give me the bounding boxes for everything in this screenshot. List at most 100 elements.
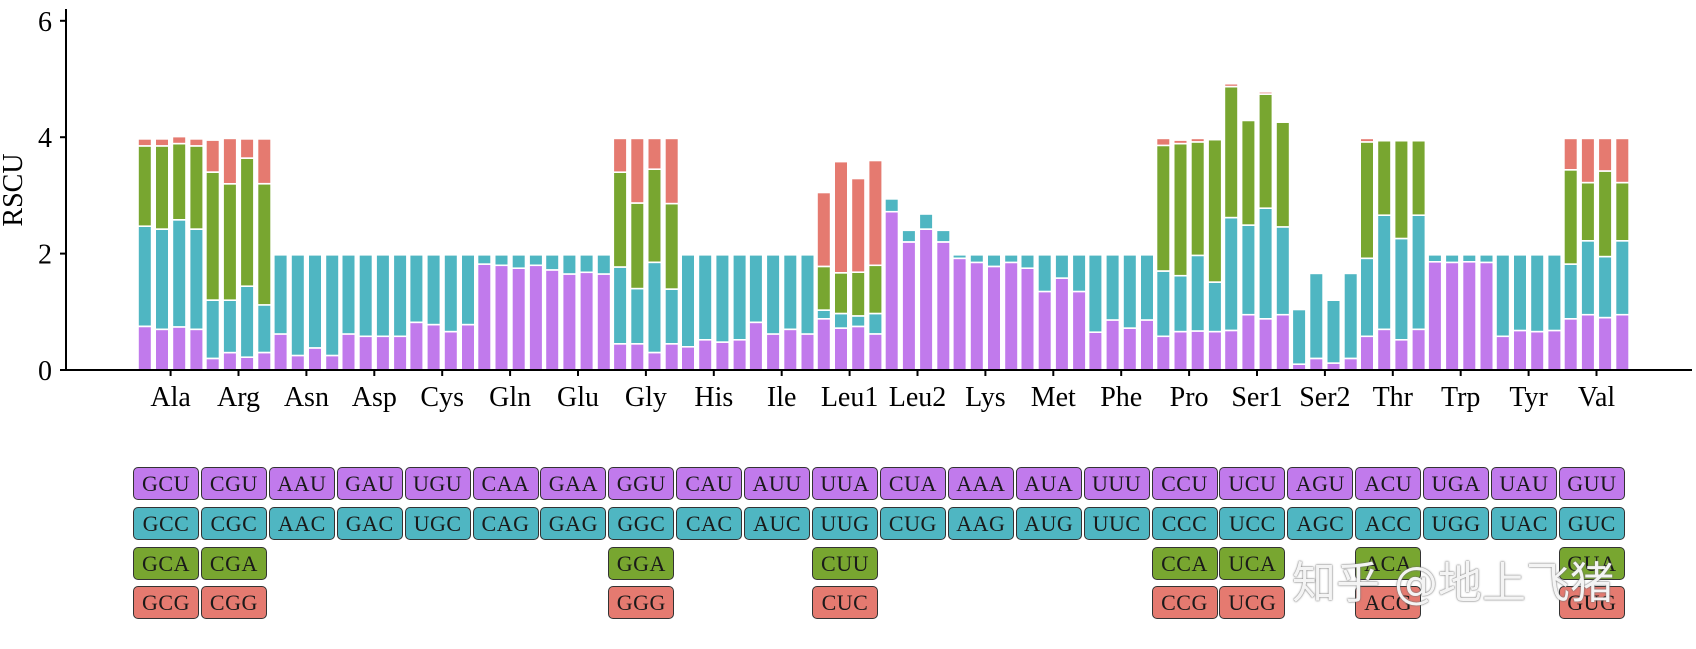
codon-box-cau: CAU [676, 467, 743, 500]
codon-box-caa: CAA [472, 467, 539, 500]
bar-segment-val-1-4 [1563, 137, 1579, 171]
bar-segment-met-1-2 [1019, 254, 1036, 270]
bar-segment-gln-4-2 [528, 254, 544, 267]
bar-segment-ala-1-4 [137, 138, 153, 147]
bar-segment-thr-1-1 [1359, 335, 1375, 371]
codon-box-cgg: CGG [200, 586, 267, 619]
x-tick-label-ser2: Ser2 [1299, 382, 1350, 413]
codon-box-acc: ACC [1355, 507, 1422, 540]
bar-segment-ser1-2-1 [1240, 313, 1256, 371]
bar-segment-met-4-1 [1071, 290, 1087, 371]
bar-segment-pro-4-4 [1207, 137, 1223, 141]
codon-box-cag: CAG [472, 507, 539, 540]
codon-box-cua: CUA [879, 467, 946, 500]
bar-segment-pro-2-4 [1172, 139, 1189, 145]
bar-segment-trp-3-1 [1461, 260, 1477, 371]
bar-segment-ala-2-4 [154, 138, 170, 147]
bar-segment-lys-3-1 [986, 265, 1002, 371]
bar-segment-gly-4-2 [664, 288, 680, 345]
bar-segment-ala-4-3 [188, 145, 205, 230]
bar-segment-ala-2-2 [154, 228, 170, 331]
y-tick-label: 0 [38, 356, 52, 387]
bar-segment-gly-2-3 [629, 202, 645, 290]
bar-segment-leu1-4-2 [867, 312, 883, 335]
bar-segment-pro-4-1 [1207, 330, 1223, 371]
x-tick-label-tyr: Tyr [1509, 382, 1548, 413]
bar-segment-tyr-3-2 [1529, 254, 1545, 333]
bar-segment-met-2-2 [1037, 254, 1053, 293]
codon-box-gag: GAG [540, 507, 607, 540]
bar-segment-met-3-2 [1054, 254, 1070, 279]
bar-segment-ser1-3-2 [1258, 207, 1274, 320]
codon-box-gca: GCA [133, 547, 199, 580]
x-tick-label-leu1: Leu1 [821, 382, 879, 413]
bar-segment-arg-3-2 [239, 285, 255, 359]
codon-box-aua: AUA [1015, 467, 1082, 500]
bar-segment-glu-1-1 [544, 269, 560, 371]
x-tick-label-pro: Pro [1170, 382, 1209, 413]
bar-segment-trp-4-2 [1478, 254, 1495, 264]
bar-segment-gly-2-4 [629, 137, 645, 204]
bar-segment-phe-4-2 [1139, 254, 1155, 321]
bar-segment-ser2-3-2 [1325, 299, 1342, 364]
bar-segment-val-3-2 [1597, 255, 1613, 319]
y-ticks: 0 2 4 6 [38, 7, 66, 387]
bar-segment-asp-2-2 [358, 254, 374, 338]
bar-segment-trp-2-2 [1444, 254, 1460, 264]
bar-segment-ser1-4-1 [1275, 313, 1291, 371]
bar-segment-lys-1-1 [951, 257, 968, 371]
codon-box-agu: AGU [1287, 467, 1354, 500]
bar-segment-leu1-3-1 [850, 325, 866, 371]
bar-segment-thr-1-3 [1359, 141, 1375, 260]
bar-segment-ile-1-1 [748, 321, 764, 371]
bar-segment-ser1-1-2 [1223, 216, 1239, 332]
bar-segment-tyr-1-1 [1495, 335, 1511, 371]
codon-box-gac: GAC [336, 507, 403, 540]
bar-segment-gln-1-2 [476, 254, 492, 265]
bar-segment-asn-4-2 [324, 254, 340, 357]
bar-segment-ser2-1-2 [1291, 308, 1307, 366]
codon-box-aca: ACA [1355, 547, 1422, 580]
bar-segment-ser2-2-2 [1308, 272, 1324, 360]
bar-segment-his-4-2 [731, 254, 748, 341]
codon-box-aug: AUG [1015, 507, 1082, 540]
bar-segment-leu2-1-1 [884, 210, 900, 371]
bar-segment-ile-2-2 [765, 254, 781, 335]
bar-segment-pro-1-4 [1155, 137, 1171, 147]
bar-segment-glu-1-2 [544, 254, 560, 271]
codon-box-ccu: CCU [1151, 467, 1218, 500]
bar-segment-gly-3-2 [646, 261, 663, 354]
codon-box-uua: UUA [812, 467, 878, 500]
bar-segment-phe-1-2 [1087, 254, 1103, 334]
bar-segment-met-3-1 [1054, 277, 1070, 371]
bar-segment-phe-2-2 [1105, 254, 1121, 321]
bar-segment-his-2-2 [697, 254, 713, 341]
bar-segment-asn-1-1 [272, 333, 289, 371]
bar-segment-leu1-1-2 [816, 309, 832, 320]
bar-segment-ser1-2-3 [1240, 119, 1256, 226]
codon-box-ccc: CCC [1151, 507, 1218, 540]
bar-segment-val-1-2 [1563, 263, 1579, 320]
bar-segment-asn-4-1 [324, 354, 340, 371]
bar-segment-ser1-4-3 [1275, 121, 1291, 228]
bar-segment-leu2-1-2 [884, 198, 900, 213]
bar-segment-pro-4-2 [1207, 281, 1223, 333]
codon-box-aag: AAG [947, 507, 1014, 540]
bar-segment-tyr-4-1 [1546, 329, 1562, 371]
bar-segment-trp-1-1 [1427, 260, 1443, 371]
bar-segment-gly-3-3 [646, 168, 663, 264]
codon-box-gga: GGA [608, 547, 675, 580]
bar-segment-tyr-3-1 [1529, 330, 1545, 371]
bar-segment-thr-4-2 [1411, 214, 1427, 331]
bar-segment-tyr-2-1 [1512, 329, 1528, 371]
bar-segment-cys-3-1 [443, 330, 459, 371]
bar-segment-lys-1-2 [951, 254, 968, 260]
bar-segment-his-2-1 [697, 338, 713, 371]
bar-segment-gly-3-4 [646, 137, 663, 170]
bar-segment-asn-1-2 [272, 254, 289, 335]
bar-segment-leu1-1-4 [816, 191, 832, 268]
bar-segment-thr-4-1 [1411, 328, 1427, 371]
x-tick-label-ile: Ile [767, 382, 797, 413]
x-tick-label-trp: Trp [1441, 382, 1480, 413]
bar-segment-thr-4-4 [1411, 138, 1427, 142]
